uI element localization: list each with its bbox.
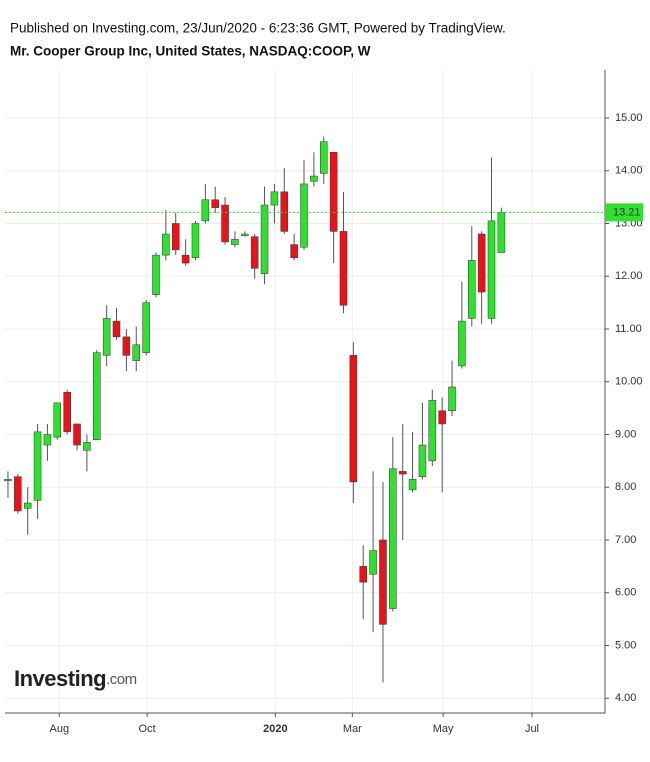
candle-body <box>290 244 298 259</box>
candle-body <box>191 223 200 259</box>
x-tick-label: 2020 <box>263 723 287 735</box>
candle-body <box>211 199 219 208</box>
candle-body <box>201 199 210 222</box>
candle-body <box>102 318 111 356</box>
candle-body <box>241 233 249 236</box>
logo-brand: Investing.com <box>14 666 137 691</box>
candle-body <box>349 355 358 483</box>
candle-body <box>468 260 476 319</box>
candle-body <box>300 183 308 248</box>
candle-body <box>53 402 62 438</box>
x-tick-label: Aug <box>49 723 69 735</box>
candle-body <box>418 444 427 477</box>
candle-body <box>280 191 289 232</box>
candle-body <box>73 423 81 446</box>
candle-body <box>231 239 239 245</box>
candle-body <box>152 254 160 295</box>
candle-body <box>270 191 279 206</box>
candle-body <box>359 566 367 583</box>
candle-body <box>260 204 269 274</box>
candle-body <box>320 141 328 174</box>
y-tick-label: 6.00 <box>615 587 636 599</box>
candle-body <box>43 434 52 446</box>
x-tick-label: Jul <box>525 723 539 735</box>
y-tick-label: 12.00 <box>615 270 643 282</box>
y-tick-label: 9.00 <box>615 428 636 440</box>
candle-body <box>448 386 456 412</box>
candle-body <box>329 152 338 232</box>
candle-body <box>181 254 190 264</box>
candle-body <box>458 320 466 367</box>
instrument-title: Mr. Cooper Group Inc, United States, NAS… <box>10 44 371 59</box>
candle-body <box>93 352 101 441</box>
x-tick-label: May <box>433 723 454 735</box>
candle-body <box>142 302 150 353</box>
candle-body <box>487 220 496 319</box>
candle-body <box>162 233 170 256</box>
candle-body <box>398 471 407 475</box>
candle-body <box>389 468 397 609</box>
plot-area: 4.00 5.00 6.00 7.00 8.00 9.00 10.00 11.00 12.00 1… <box>4 70 643 735</box>
logo-suffix: .com <box>106 671 137 688</box>
candle-body <box>310 175 318 182</box>
candle-body <box>83 442 91 451</box>
candle-body <box>122 336 131 356</box>
candle-body <box>250 236 259 269</box>
candle-body <box>428 399 437 462</box>
candle-body <box>369 550 377 575</box>
last-price-box <box>605 203 643 222</box>
y-tick-label: 10.00 <box>615 376 643 388</box>
y-tick-label: 14.00 <box>615 165 643 177</box>
y-tick-label: 11.00 <box>615 323 642 335</box>
candle-body <box>477 233 486 293</box>
y-tick-label: 15.00 <box>615 112 643 124</box>
y-tick-label: 4.00 <box>615 692 636 704</box>
y-tick-label: 8.00 <box>615 481 636 493</box>
published-note: Published on Investing.com, 23/Jun/2020 … <box>10 21 506 36</box>
candle-body <box>112 320 121 338</box>
candle-body <box>339 231 348 306</box>
candle-body <box>379 539 387 625</box>
candle-body <box>23 502 32 509</box>
candle-body <box>132 344 140 361</box>
logo-brand-text: Investing <box>14 666 106 691</box>
candle-body <box>408 479 417 491</box>
x-tick-label: Oct <box>139 723 156 735</box>
candle-body <box>497 212 506 253</box>
x-tick-label: Mar <box>343 723 362 735</box>
candle-body <box>63 392 71 433</box>
candle-body <box>438 410 446 425</box>
y-tick-label: 7.00 <box>615 534 636 546</box>
candle-body <box>221 204 229 243</box>
candle-body <box>4 479 12 482</box>
candle-body <box>14 476 22 512</box>
y-tick-label: 5.00 <box>615 639 636 651</box>
candle-body <box>33 431 42 501</box>
last-price-label: 13.21 <box>613 206 641 218</box>
candle-body <box>171 223 180 251</box>
